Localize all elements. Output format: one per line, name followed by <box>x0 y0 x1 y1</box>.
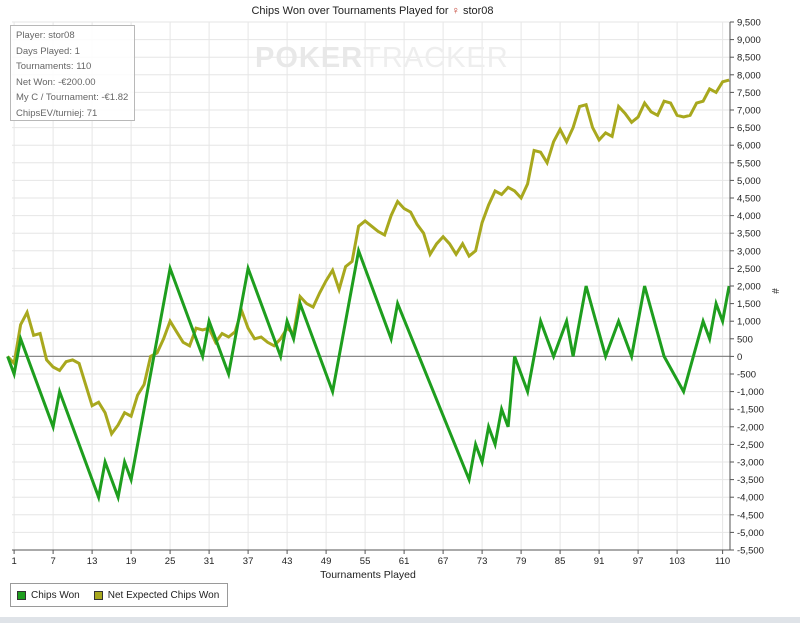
y-tick-label: 3,500 <box>737 229 761 240</box>
chart-legend: Chips Won Net Expected Chips Won <box>10 583 229 607</box>
y-tick-label: -4,000 <box>737 493 764 504</box>
chart-title-player: stor08 <box>462 5 494 17</box>
y-tick-label: 0 <box>737 352 742 363</box>
stat-chipsev: ChipsEV/turniej: 71 <box>16 107 98 119</box>
y-tick-label: 5,000 <box>737 176 761 187</box>
x-tick-label: 49 <box>321 556 332 567</box>
series-layer <box>6 78 731 503</box>
watermark-part2: TRACKER <box>363 42 509 74</box>
y-tick-label: 3,000 <box>737 246 761 257</box>
x-tick-label: 79 <box>516 556 527 567</box>
x-tick-label: 37 <box>243 556 254 567</box>
player-stats-box: Player: stor08 Days Played: 1 Tournament… <box>10 25 135 121</box>
series-line-net-expected <box>6 78 730 438</box>
stat-tournaments: Tournaments: 110 <box>16 61 92 72</box>
x-tick-label: 97 <box>633 556 644 567</box>
chart-title: Chips Won over Tournaments Played for ♀ … <box>0 5 745 17</box>
series-line-chips-won <box>6 245 731 503</box>
x-tick-label: 55 <box>360 556 371 567</box>
y-tick-label: -1,000 <box>737 387 764 398</box>
x-tick-label: 73 <box>477 556 488 567</box>
x-tick-label: 13 <box>87 556 98 567</box>
y-tick-label: -4,500 <box>737 510 764 521</box>
pokertracker-watermark: POKERTRACKER <box>255 42 509 75</box>
y-tick-label: 4,000 <box>737 211 761 222</box>
y-axis-label: # <box>769 288 780 294</box>
y-tick-label: 8,000 <box>737 70 761 81</box>
x-tick-label: 1 <box>11 556 16 567</box>
stat-net-won: Net Won: -€200.00 <box>16 76 96 88</box>
legend-label-net-expected: Net Expected Chips Won <box>107 589 220 601</box>
window-bottom-strip <box>0 617 800 623</box>
y-tick-label: 6,500 <box>737 123 761 134</box>
y-tick-label: 1,500 <box>737 299 761 310</box>
stat-days-played: Days Played: 1 <box>16 45 80 57</box>
watermark-part1: POKER <box>255 42 364 74</box>
y-tick-label: -500 <box>737 370 756 381</box>
y-tick-label: -1,500 <box>737 405 764 416</box>
y-tick-label: 4,500 <box>737 194 761 205</box>
y-tick-label: 9,500 <box>737 18 761 29</box>
legend-swatch-net-expected <box>93 590 103 600</box>
x-tick-label: 25 <box>165 556 176 567</box>
x-tick-label: 31 <box>204 556 215 567</box>
y-tick-label: 5,500 <box>737 158 761 169</box>
x-tick-label: 19 <box>126 556 137 567</box>
y-tick-label: 9,000 <box>737 35 761 46</box>
female-symbol-icon: ♀ <box>451 5 460 17</box>
chart-title-text: Chips Won over Tournaments Played for <box>251 5 449 17</box>
y-tick-label: 7,500 <box>737 88 761 99</box>
y-tick-label: 8,500 <box>737 53 761 64</box>
x-tick-label: 61 <box>399 556 410 567</box>
x-tick-label: 67 <box>438 556 449 567</box>
x-tick-label: 85 <box>555 556 566 567</box>
y-tick-label: -2,000 <box>737 422 764 433</box>
x-tick-label: 7 <box>50 556 55 567</box>
x-axis-label: Tournaments Played <box>320 569 416 581</box>
x-tick-label: 110 <box>715 556 730 567</box>
y-tick-label: -5,000 <box>737 528 764 539</box>
legend-swatch-chips-won <box>17 590 26 600</box>
y-tick-label: 1,000 <box>737 317 761 328</box>
y-tick-label: -5,500 <box>737 546 764 557</box>
y-tick-label: 7,000 <box>737 106 761 117</box>
x-tick-label: 43 <box>282 556 293 567</box>
legend-label-chips-won: Chips Won <box>31 589 80 601</box>
stat-my-c-per-tournament: My C / Tournament: -€1.82 <box>16 92 129 103</box>
y-tick-label: -3,500 <box>737 475 764 486</box>
axis-layer: 9,500 9,000 8,500 8,000 7,500 7,000 6,500 6,000… <box>11 18 763 568</box>
y-tick-label: 2,500 <box>737 264 761 275</box>
y-tick-label: -3,000 <box>737 458 764 469</box>
x-tick-label: 103 <box>669 556 685 567</box>
y-tick-label: -2,500 <box>737 440 764 451</box>
legend-item-net-expected[interactable]: Net Expected Chips Won <box>93 589 220 601</box>
legend-item-chips-won[interactable]: Chips Won <box>17 590 80 601</box>
y-tick-label: 2,000 <box>737 282 761 293</box>
stat-player: Player: stor08 <box>16 30 75 41</box>
y-tick-label: 6,000 <box>737 141 761 152</box>
x-tick-label: 91 <box>594 556 605 567</box>
y-tick-label: 500 <box>737 334 753 345</box>
